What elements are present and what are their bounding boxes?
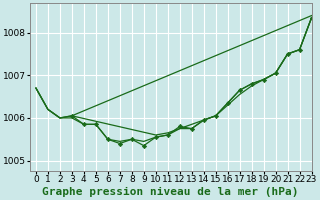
- X-axis label: Graphe pression niveau de la mer (hPa): Graphe pression niveau de la mer (hPa): [43, 187, 299, 197]
